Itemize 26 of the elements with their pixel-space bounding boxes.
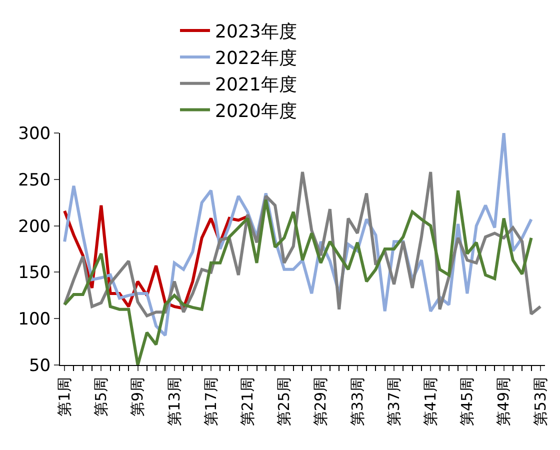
y-tick-label: 50 xyxy=(28,356,51,376)
x-tick-label: 第1周 xyxy=(55,377,74,417)
x-tick-label: 第17周 xyxy=(202,377,220,426)
x-tick-label: 第45周 xyxy=(458,377,476,426)
legend-label: 2021年度 xyxy=(215,74,297,96)
x-tick-label: 第13周 xyxy=(165,377,184,426)
x-tick-label: 第21周 xyxy=(238,377,256,426)
x-tick-label: 第49周 xyxy=(494,377,513,426)
y-tick-label: 100 xyxy=(18,310,51,330)
y-tick-label: 300 xyxy=(18,124,51,144)
y-tick-label: 250 xyxy=(18,170,51,190)
x-tick-label: 第37周 xyxy=(384,377,403,426)
x-tick-label: 第29周 xyxy=(312,377,330,426)
y-tick-label: 200 xyxy=(18,216,51,237)
x-tick-label: 第53周 xyxy=(531,377,550,426)
x-tick-label: 第25周 xyxy=(275,377,294,426)
legend-label: 2020年度 xyxy=(215,100,297,122)
x-tick-label: 第9周 xyxy=(128,377,147,417)
legend-label: 2023年度 xyxy=(215,22,297,43)
line-series xyxy=(63,170,542,318)
x-tick-label: 第41周 xyxy=(421,377,440,426)
line-series xyxy=(63,189,533,365)
y-tick-label: 150 xyxy=(18,263,51,284)
x-tick-label: 第33周 xyxy=(348,377,366,426)
x-tick-label: 第5周 xyxy=(92,377,110,417)
legend-label: 2022年度 xyxy=(215,48,297,69)
